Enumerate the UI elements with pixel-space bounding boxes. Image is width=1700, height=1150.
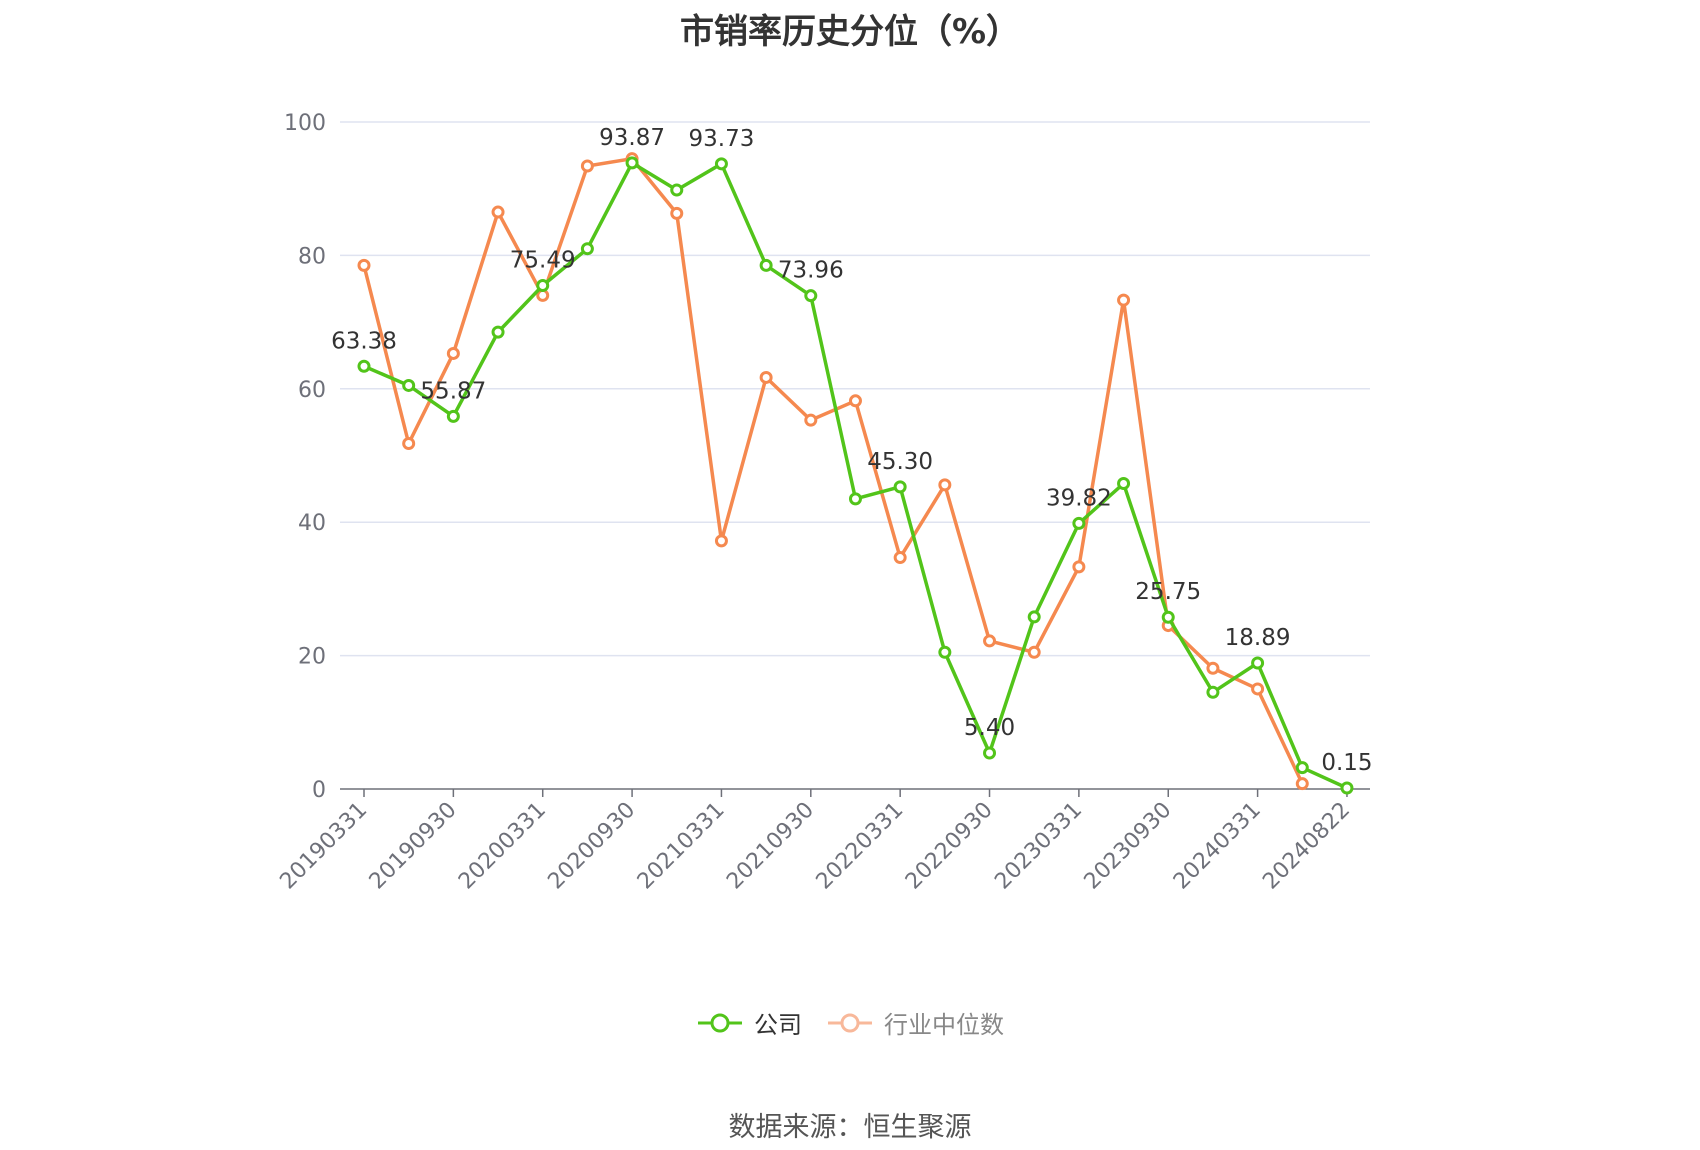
data-label: 93.87: [599, 125, 665, 151]
data-point-industry[interactable]: [759, 370, 773, 384]
data-label: 0.15: [1321, 750, 1372, 776]
data-point-company[interactable]: [536, 278, 550, 292]
x-tick-label: 20200331: [454, 798, 551, 895]
data-point-company[interactable]: [1072, 516, 1086, 530]
data-point-company[interactable]: [670, 183, 684, 197]
x-tick-label: 20230930: [1080, 798, 1177, 895]
y-tick-label: 0: [312, 778, 326, 803]
x-tick-label: 20240822: [1258, 798, 1355, 895]
data-label: 45.30: [867, 449, 933, 475]
data-point-company[interactable]: [357, 359, 371, 373]
data-label: 25.75: [1135, 579, 1201, 605]
legend-item-industry[interactable]: 行业中位数: [826, 1005, 1004, 1040]
data-label: 75.49: [510, 247, 576, 273]
data-point-company[interactable]: [1161, 610, 1175, 624]
data-point-company[interactable]: [1027, 610, 1041, 624]
data-point-company[interactable]: [580, 242, 594, 256]
data-point-industry[interactable]: [580, 159, 594, 173]
data-point-industry[interactable]: [714, 534, 728, 548]
data-point-company[interactable]: [1340, 781, 1354, 795]
x-tick-label: 20210331: [633, 798, 730, 895]
data-point-company[interactable]: [402, 378, 416, 392]
data-point-company[interactable]: [893, 480, 907, 494]
data-point-company[interactable]: [804, 289, 818, 303]
y-tick-label: 100: [284, 111, 326, 136]
series-layer: [357, 152, 1354, 795]
data-label: 18.89: [1225, 625, 1291, 651]
label-layer: 63.38 55.87 75.49 93.87 93.73 73.96 45.30 5.40 3…: [331, 125, 1372, 776]
data-label: 39.82: [1046, 485, 1112, 511]
data-point-company[interactable]: [446, 409, 460, 423]
x-tick-label: 20210930: [722, 798, 819, 895]
legend: 公司 行业中位数: [0, 1005, 1700, 1040]
data-point-industry[interactable]: [1206, 661, 1220, 675]
data-point-industry[interactable]: [1117, 293, 1131, 307]
data-point-industry[interactable]: [1251, 682, 1265, 696]
x-tick-label: 20240331: [1169, 798, 1266, 895]
data-label: 5.40: [964, 715, 1015, 741]
legend-company-label: 公司: [754, 1011, 802, 1039]
legend-company-marker: [698, 1013, 742, 1032]
data-point-company[interactable]: [759, 258, 773, 272]
data-point-industry[interactable]: [402, 436, 416, 450]
x-tick-label: 20200930: [543, 798, 640, 895]
legend-item-company[interactable]: 公司: [696, 1005, 802, 1040]
data-point-company[interactable]: [1117, 477, 1131, 491]
y-tick-label: 40: [298, 511, 326, 536]
data-point-company[interactable]: [1295, 761, 1309, 775]
data-point-company[interactable]: [1206, 685, 1220, 699]
data-label: 55.87: [420, 378, 486, 404]
data-point-industry[interactable]: [491, 205, 505, 219]
data-point-industry[interactable]: [357, 258, 371, 272]
data-point-company[interactable]: [983, 746, 997, 760]
data-point-industry[interactable]: [1295, 777, 1309, 791]
data-point-industry[interactable]: [446, 346, 460, 360]
chart-title: 市销率历史分位（%）: [679, 12, 1021, 52]
x-tick-label: 20220930: [901, 798, 998, 895]
data-point-company[interactable]: [625, 156, 639, 170]
grid-layer: [340, 121, 1370, 657]
axis-layer: 0 20 40 60 80 100 2019033120190930202003312020…: [275, 111, 1370, 894]
data-point-industry[interactable]: [893, 551, 907, 565]
source-note: 数据来源：恒生聚源: [728, 1112, 972, 1143]
data-point-company[interactable]: [1251, 656, 1265, 670]
legend-industry-marker: [828, 1013, 872, 1032]
y-tick-label: 60: [298, 378, 326, 403]
data-point-industry[interactable]: [938, 478, 952, 492]
data-point-company[interactable]: [714, 157, 728, 171]
x-tick-label: 20230331: [990, 798, 1087, 895]
x-tick-label: 20190331: [275, 798, 372, 895]
legend-industry-label: 行业中位数: [884, 1011, 1004, 1039]
data-label: 93.73: [689, 126, 755, 152]
data-point-company[interactable]: [491, 325, 505, 339]
y-tick-label: 80: [298, 244, 326, 269]
series-line-industry: [362, 156, 1304, 785]
data-point-industry[interactable]: [804, 413, 818, 427]
data-point-company[interactable]: [848, 492, 862, 506]
data-point-industry[interactable]: [1072, 560, 1086, 574]
data-point-industry[interactable]: [848, 394, 862, 408]
x-tick-label: 20190930: [365, 798, 462, 895]
data-point-industry[interactable]: [983, 634, 997, 648]
data-point-industry[interactable]: [1027, 645, 1041, 659]
data-label: 73.96: [778, 258, 844, 284]
data-point-company[interactable]: [938, 645, 952, 659]
data-point-industry[interactable]: [670, 206, 684, 220]
y-tick-label: 20: [298, 645, 326, 670]
data-label: 63.38: [331, 328, 397, 354]
x-tick-label: 20220331: [812, 798, 909, 895]
